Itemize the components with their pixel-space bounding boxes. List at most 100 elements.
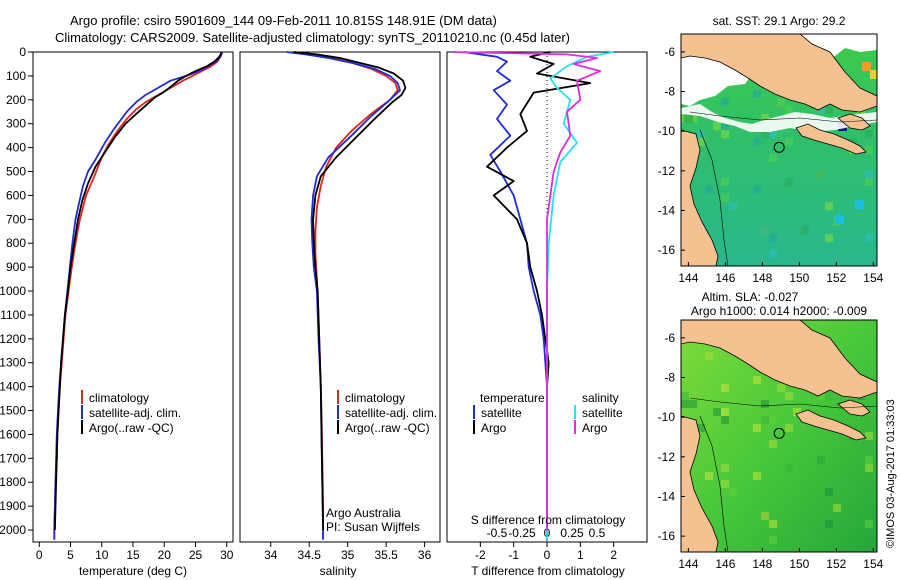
x-tick-label: 25 bbox=[189, 548, 203, 562]
map-cell bbox=[721, 464, 729, 472]
sla-map-frame bbox=[680, 319, 878, 553]
x-tick-label: -1 bbox=[508, 548, 519, 562]
map-cell bbox=[870, 70, 877, 79]
map-cell bbox=[753, 138, 761, 146]
map-cell bbox=[769, 250, 777, 258]
map-lon-label: 152 bbox=[826, 557, 846, 571]
map-lat-label: -10 bbox=[658, 410, 676, 424]
map-cell bbox=[801, 512, 809, 520]
map-cell bbox=[681, 400, 689, 408]
map-lat-label: -8 bbox=[664, 85, 675, 99]
depth-tick-label: 1300 bbox=[0, 356, 26, 370]
map-cell bbox=[785, 464, 793, 472]
map-cell bbox=[849, 424, 857, 432]
map-cell bbox=[681, 392, 689, 400]
map-cell bbox=[865, 178, 873, 186]
depth-tick-label: 1200 bbox=[0, 332, 26, 346]
sst-map-title: sat. SST: 29.1 Argo: 29.2 bbox=[713, 14, 846, 28]
map-cell bbox=[817, 170, 825, 178]
legend-argo-label: Argo(..raw -QC) bbox=[345, 421, 430, 435]
depth-tick-label: 0 bbox=[19, 45, 26, 59]
map-cell bbox=[721, 384, 729, 392]
salinity-series bbox=[286, 51, 407, 540]
map-cell bbox=[865, 170, 873, 178]
sst-map-panel: sat. SST: 29.1 Argo: 29.2 144 146 148 150 15… bbox=[658, 14, 884, 285]
map-lat-label: -12 bbox=[658, 164, 676, 178]
map-lon-label: 146 bbox=[715, 271, 735, 285]
map-cell bbox=[721, 194, 729, 202]
map-lat-label: -14 bbox=[658, 203, 676, 217]
x-tick-label: 35.5 bbox=[374, 548, 398, 562]
depth-tick-label: 1500 bbox=[0, 404, 26, 418]
series-line-satellite-adj-clim- bbox=[286, 51, 401, 540]
x-tick-label: -2 bbox=[475, 548, 486, 562]
series-line-salinity-argo bbox=[453, 51, 602, 530]
map-cell bbox=[721, 122, 729, 130]
argo-float-location-marker bbox=[773, 141, 785, 153]
depth-tick-label: 200 bbox=[6, 93, 26, 107]
series-line-salinity-satellite bbox=[546, 51, 614, 540]
x-tick-label: 0 bbox=[544, 548, 551, 562]
x-tick-label: 0 bbox=[36, 548, 43, 562]
depth-tick-label: 700 bbox=[6, 212, 26, 226]
map-cell bbox=[769, 536, 777, 544]
map-cell bbox=[777, 98, 785, 106]
map-lat-label: -8 bbox=[664, 371, 675, 385]
map-cell bbox=[825, 520, 833, 528]
legend-climatology-label: climatology bbox=[89, 391, 149, 405]
legend-salinity-title: salinity bbox=[582, 391, 619, 405]
map-cell bbox=[825, 234, 833, 242]
map-cell bbox=[705, 352, 713, 360]
salinity-panel: 34 34.5 35 35.5 36 salinity climatology sate… bbox=[239, 51, 441, 578]
new-guinea-land bbox=[681, 320, 877, 399]
map-cell bbox=[817, 456, 825, 464]
map-cell bbox=[865, 416, 873, 424]
x-tick-label: 34.5 bbox=[298, 548, 322, 562]
map-cell bbox=[835, 215, 844, 224]
map-cell bbox=[769, 520, 777, 528]
depth-tick-label: 500 bbox=[6, 165, 26, 179]
map-cell bbox=[753, 424, 761, 432]
map-cell bbox=[705, 186, 713, 194]
map-cell bbox=[769, 416, 777, 424]
figure-title-line-2: Climatology: CARS2009. Satellite-adjuste… bbox=[55, 30, 570, 45]
legend-s-argo-label: Argo bbox=[582, 421, 608, 435]
x-tick-label: 30 bbox=[220, 548, 234, 562]
salinity-axes-frame bbox=[239, 51, 441, 543]
temperature-panel: 0100200300400500600700800900100011001200… bbox=[0, 45, 234, 578]
map-cell bbox=[721, 130, 729, 138]
x-tick-label: 1 bbox=[577, 548, 584, 562]
depth-tick-label: 600 bbox=[6, 188, 26, 202]
depth-tick-label: 400 bbox=[6, 141, 26, 155]
map-cell bbox=[684, 114, 693, 123]
map-cell bbox=[713, 122, 721, 130]
new-guinea-land bbox=[681, 34, 877, 113]
legend-climatology-label: climatology bbox=[345, 391, 405, 405]
map-lat-label: -14 bbox=[658, 489, 676, 503]
sst-missing-data bbox=[681, 104, 877, 132]
t-difference-x-axis: -2 -1 0 1 2 bbox=[475, 542, 617, 562]
map-lat-label: -12 bbox=[658, 450, 676, 464]
series-line-argo-raw-qc- bbox=[54, 51, 223, 531]
australia-land bbox=[681, 129, 719, 266]
map-cell bbox=[729, 202, 737, 210]
map-lon-label: 148 bbox=[752, 557, 772, 571]
s-difference-tick-label: 0.25 bbox=[560, 526, 584, 540]
map-cell bbox=[729, 488, 737, 496]
legend-satellite-label: satellite-adj. clim. bbox=[89, 406, 181, 420]
sla-map-title-line-2: Argo h1000: 0.014 h2000: -0.009 bbox=[691, 304, 867, 318]
map-cell bbox=[697, 130, 705, 138]
map-cell bbox=[697, 416, 705, 424]
depth-tick-label: 900 bbox=[6, 260, 26, 274]
difference-legend-salinity: salinity satellite Argo bbox=[574, 391, 623, 435]
depth-tick-label: 1800 bbox=[0, 475, 26, 489]
depth-tick-label: 1700 bbox=[0, 451, 26, 465]
series-line-temperature-satellite bbox=[463, 51, 548, 540]
map-cell bbox=[753, 472, 761, 480]
map-lon-label: 154 bbox=[863, 271, 883, 285]
map-cell bbox=[713, 408, 721, 416]
map-cell bbox=[785, 392, 793, 400]
series-line-temperature-argo bbox=[486, 51, 592, 530]
map-cell bbox=[769, 154, 777, 162]
